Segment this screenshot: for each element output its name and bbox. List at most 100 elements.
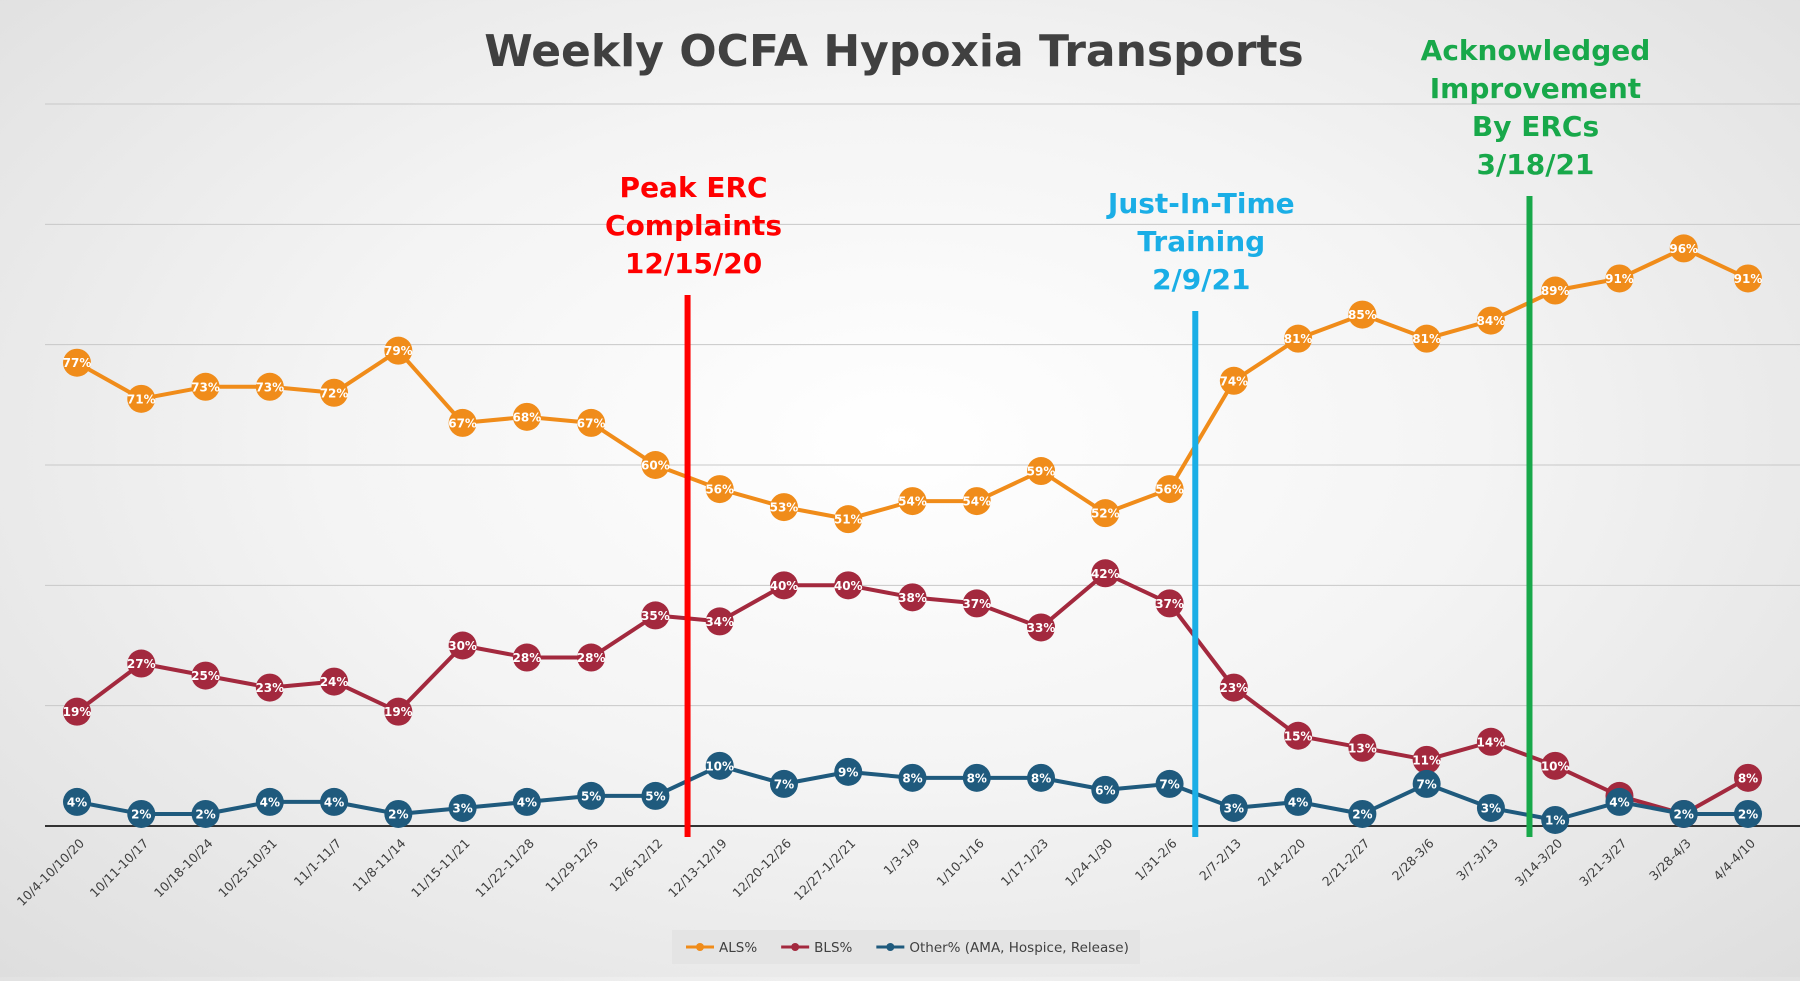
data-label: 77% [63,356,92,370]
data-point [255,372,284,401]
data-label: 23% [255,681,284,695]
annotation-text: By ERCs [1472,110,1599,143]
data-label: 3% [1224,801,1244,815]
data-point [384,336,413,365]
data-label: 4% [324,795,344,809]
data-point [641,601,670,630]
annotation-text: 3/18/21 [1477,148,1595,181]
legend-marker [886,943,895,951]
data-point [705,607,734,636]
data-label: 71% [127,392,156,406]
annotation-text: 12/15/20 [625,247,762,280]
data-point [577,408,606,437]
data-label: 4% [260,795,280,809]
data-label: 53% [770,501,799,515]
data-point [1412,324,1441,353]
data-point [705,751,734,780]
data-point [512,402,541,431]
data-label: 2% [1352,807,1372,821]
data-point [191,372,220,401]
data-point [1476,727,1505,756]
data-label: 5% [645,789,665,803]
data-label: 4% [67,795,87,809]
legend-item: BLS% [781,940,853,956]
data-label: 52% [1091,507,1120,521]
data-label: 8% [967,771,987,785]
data-point [1027,763,1056,792]
x-tick-label: 3/14-3/20 [1512,835,1566,889]
annotation-text: Training [1137,225,1265,258]
data-label: 56% [1155,483,1184,497]
data-label: 68% [513,410,542,424]
data-point [641,451,670,479]
x-tick-label: 10/18-10/24 [151,835,216,900]
data-label: 84% [1477,314,1506,328]
gridlines [45,103,1800,707]
data-point [512,643,541,672]
data-point [1284,324,1313,353]
annotation-text: 2/9/21 [1152,263,1250,296]
data-point [705,475,734,504]
data-label: 23% [1219,681,1248,695]
x-tick-label: 2/21-2/27 [1319,836,1372,889]
data-label: 27% [127,657,156,671]
data-point [1734,763,1762,792]
data-point [577,643,606,672]
data-point [1669,234,1698,263]
x-tick-label: 12/27-1/2/21 [791,836,859,904]
data-point [1155,769,1184,798]
data-label: 9% [838,765,858,779]
data-point [1091,559,1120,588]
data-label: 73% [191,380,220,394]
x-tick-label: 11/1-11/7 [291,836,344,889]
data-point [898,583,927,612]
data-point [1412,769,1441,798]
data-label: 8% [1031,771,1051,785]
data-point [1155,475,1184,504]
data-point [577,781,606,810]
data-label: 8% [902,771,922,785]
data-label: 2% [1738,807,1758,821]
data-point [1476,306,1505,335]
data-point [127,799,156,828]
data-label: 14% [1477,735,1506,749]
data-label: 67% [577,416,606,430]
data-point [448,793,477,822]
data-label: 7% [1416,777,1436,791]
data-label: 8% [1738,771,1758,785]
legend: ALS% BLS% Other% (AMA, Hospice, Release) [672,930,1140,964]
data-point [448,631,477,660]
data-point [769,571,798,600]
data-label: 4% [517,795,537,809]
data-point [63,348,91,377]
data-point [1219,673,1248,702]
data-point [834,757,863,786]
data-label: 2% [388,807,408,821]
x-tick-label: 3/7-3/13 [1453,836,1501,884]
x-tick-label: 12/6-12/12 [606,836,665,895]
data-label: 81% [1412,332,1441,346]
series-layer: 77% 71% 73% 73% 72% 79% 67% 68% 67% 60% 56% 53% 51% 5… [63,234,1762,834]
data-label: 10% [1541,759,1570,773]
data-label: 96% [1669,242,1698,256]
data-label: 33% [1027,621,1056,635]
data-label: 89% [1541,284,1570,298]
data-label: 19% [63,705,92,719]
annotation-text: Improvement [1430,72,1641,105]
data-point [255,787,284,816]
data-label: 35% [641,609,670,623]
data-label: 6% [1095,783,1115,797]
annotations-layer: Peak ERC Complaints 12/15/20 Just-In-Time Tr… [605,34,1650,837]
data-label: 4% [1609,795,1629,809]
data-label: 30% [448,639,477,653]
data-point [1476,793,1505,822]
data-point [898,763,927,792]
annotation-text: Just-In-Time [1106,187,1295,220]
data-point [1155,589,1184,618]
data-point [1412,745,1441,774]
data-point [320,378,349,407]
series-2: 4% 2% 2% 4% 4% 2% 3% 4% 5% 5% 10% 7% 9% 8% 8% 8% 6% 7% 3% 4… [63,751,1762,834]
data-point [384,697,413,726]
data-point [1348,733,1377,762]
